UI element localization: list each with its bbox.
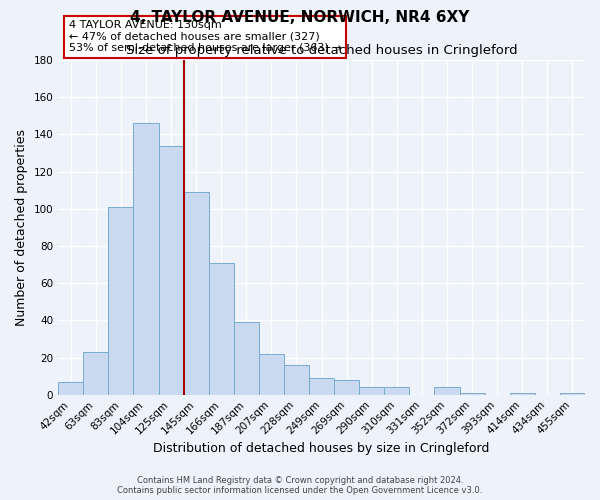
Bar <box>334 380 359 394</box>
Bar <box>259 354 284 395</box>
Bar <box>510 393 535 394</box>
Bar <box>560 393 585 394</box>
Y-axis label: Number of detached properties: Number of detached properties <box>15 129 28 326</box>
Bar <box>385 388 409 394</box>
X-axis label: Distribution of detached houses by size in Cringleford: Distribution of detached houses by size … <box>154 442 490 455</box>
Bar <box>83 352 109 395</box>
Title: Size of property relative to detached houses in Cringleford: Size of property relative to detached ho… <box>126 44 517 58</box>
Bar <box>434 388 460 394</box>
Bar <box>209 262 234 394</box>
Text: 4, TAYLOR AVENUE, NORWICH, NR4 6XY: 4, TAYLOR AVENUE, NORWICH, NR4 6XY <box>130 10 470 25</box>
Bar <box>309 378 334 394</box>
Text: 4 TAYLOR AVENUE: 130sqm
← 47% of detached houses are smaller (327)
53% of semi-d: 4 TAYLOR AVENUE: 130sqm ← 47% of detache… <box>69 20 341 54</box>
Bar <box>359 388 385 394</box>
Bar <box>234 322 259 394</box>
Bar <box>158 146 184 394</box>
Bar <box>109 207 133 394</box>
Bar <box>284 365 309 394</box>
Bar <box>460 393 485 394</box>
Bar <box>184 192 209 394</box>
Bar <box>58 382 83 394</box>
Bar <box>133 123 158 394</box>
Text: Contains HM Land Registry data © Crown copyright and database right 2024.
Contai: Contains HM Land Registry data © Crown c… <box>118 476 482 495</box>
